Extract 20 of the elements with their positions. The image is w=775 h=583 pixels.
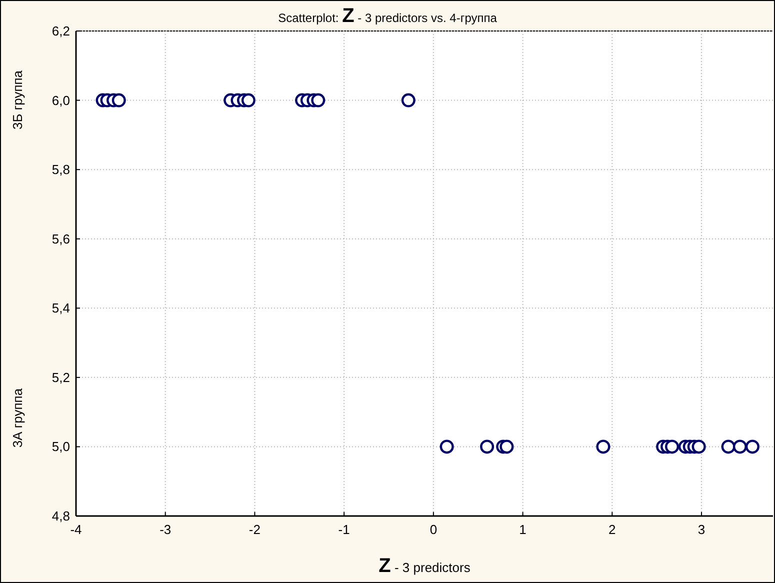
text: 3А группа bbox=[10, 388, 25, 448]
x-tick-label: -4 bbox=[70, 522, 82, 537]
chart-title: Scatterplot: Z - 3 predictors vs. 4-группа bbox=[278, 5, 498, 27]
y-tick-label: 5,2 bbox=[52, 370, 70, 385]
y-tick-label: 5,4 bbox=[52, 300, 70, 316]
x-tick-label: 2 bbox=[608, 522, 616, 537]
y-tick-label: 5,0 bbox=[52, 439, 70, 454]
x-tick-label: -3 bbox=[160, 522, 172, 537]
y-tick-label: 6,2 bbox=[52, 24, 70, 38]
x-tick-label: 1 bbox=[519, 522, 526, 537]
x-tick-label: -2 bbox=[248, 522, 260, 537]
text: 3Б группа bbox=[10, 70, 25, 130]
x-tick-label: -1 bbox=[338, 522, 350, 537]
y-tick-label: 5,6 bbox=[52, 231, 70, 246]
x-tick-label: 0 bbox=[430, 522, 438, 537]
y-tick-label: 4,8 bbox=[52, 508, 70, 524]
x-axis-title: Z - 3 predictors bbox=[378, 555, 471, 577]
x-tick-label: 3 bbox=[698, 522, 706, 537]
y-tick-label: 6,0 bbox=[52, 92, 70, 108]
y-tick-label: 5,8 bbox=[52, 162, 70, 178]
